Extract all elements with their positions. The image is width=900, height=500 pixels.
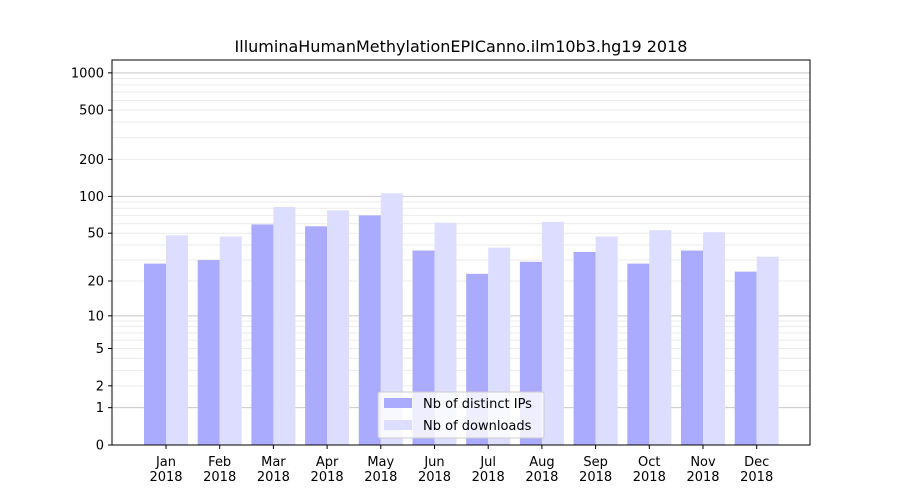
x-tick-label: Jun 2018 bbox=[418, 455, 451, 485]
x-tick-label: Dec 2018 bbox=[740, 455, 773, 485]
legend-swatch-downloads bbox=[384, 420, 412, 430]
bar-downloads bbox=[541, 221, 564, 445]
bar-distinct-ips bbox=[573, 251, 596, 445]
bar-downloads bbox=[219, 236, 242, 445]
bar-distinct-ips bbox=[251, 224, 274, 445]
bar-downloads bbox=[380, 193, 403, 445]
bar-distinct-ips bbox=[144, 263, 166, 445]
legend-label-downloads: Nb of downloads bbox=[423, 419, 532, 434]
legend: Nb of distinct IPs Nb of downloads bbox=[377, 391, 545, 439]
x-tick-label: Mar 2018 bbox=[257, 455, 290, 485]
bar-downloads bbox=[166, 235, 188, 445]
legend-label-ips: Nb of distinct IPs bbox=[423, 397, 532, 412]
bar-distinct-ips bbox=[358, 215, 381, 445]
bar-downloads bbox=[327, 210, 350, 445]
y-tick-label: 500 bbox=[79, 104, 104, 119]
x-tick-label: Jul 2018 bbox=[472, 455, 505, 485]
x-tick-label: Feb 2018 bbox=[203, 455, 236, 485]
y-tick-label: 0 bbox=[96, 439, 104, 454]
x-tick-label: Nov 2018 bbox=[686, 455, 719, 485]
bar-downloads bbox=[595, 236, 618, 445]
y-tick-label: 100 bbox=[79, 190, 104, 205]
bar-downloads bbox=[273, 206, 296, 445]
y-tick-label: 200 bbox=[79, 153, 104, 168]
bar-distinct-ips bbox=[681, 250, 703, 445]
bar-downloads bbox=[434, 222, 457, 445]
y-tick-label: 10 bbox=[87, 309, 104, 324]
chart-title: IlluminaHumanMethylationEPICanno.ilm10b3… bbox=[235, 37, 688, 56]
bar-downloads bbox=[649, 230, 672, 445]
bar-distinct-ips bbox=[627, 263, 650, 445]
y-tick-label: 50 bbox=[87, 227, 104, 242]
bar-distinct-ips bbox=[305, 226, 328, 445]
x-tick-label: Aug 2018 bbox=[525, 455, 558, 485]
y-tick-label: 20 bbox=[87, 275, 104, 290]
y-tick-label: 1 bbox=[96, 401, 104, 416]
bar-downloads bbox=[703, 232, 725, 445]
y-tick-label: 5 bbox=[96, 342, 104, 357]
y-tick-label: 2 bbox=[96, 379, 104, 394]
bar-distinct-ips bbox=[734, 271, 757, 445]
y-tick-label: 1000 bbox=[71, 66, 104, 81]
bar-distinct-ips bbox=[197, 260, 220, 445]
x-tick-label: Apr 2018 bbox=[311, 455, 344, 485]
legend-swatch-ips bbox=[384, 398, 412, 408]
x-tick-label: Oct 2018 bbox=[633, 455, 666, 485]
bar-downloads bbox=[756, 256, 779, 445]
x-tick-label: May 2018 bbox=[364, 455, 397, 485]
plot-frame bbox=[111, 59, 811, 446]
x-tick-label: Jan 2018 bbox=[149, 455, 182, 485]
x-tick-label: Sep 2018 bbox=[579, 455, 612, 485]
